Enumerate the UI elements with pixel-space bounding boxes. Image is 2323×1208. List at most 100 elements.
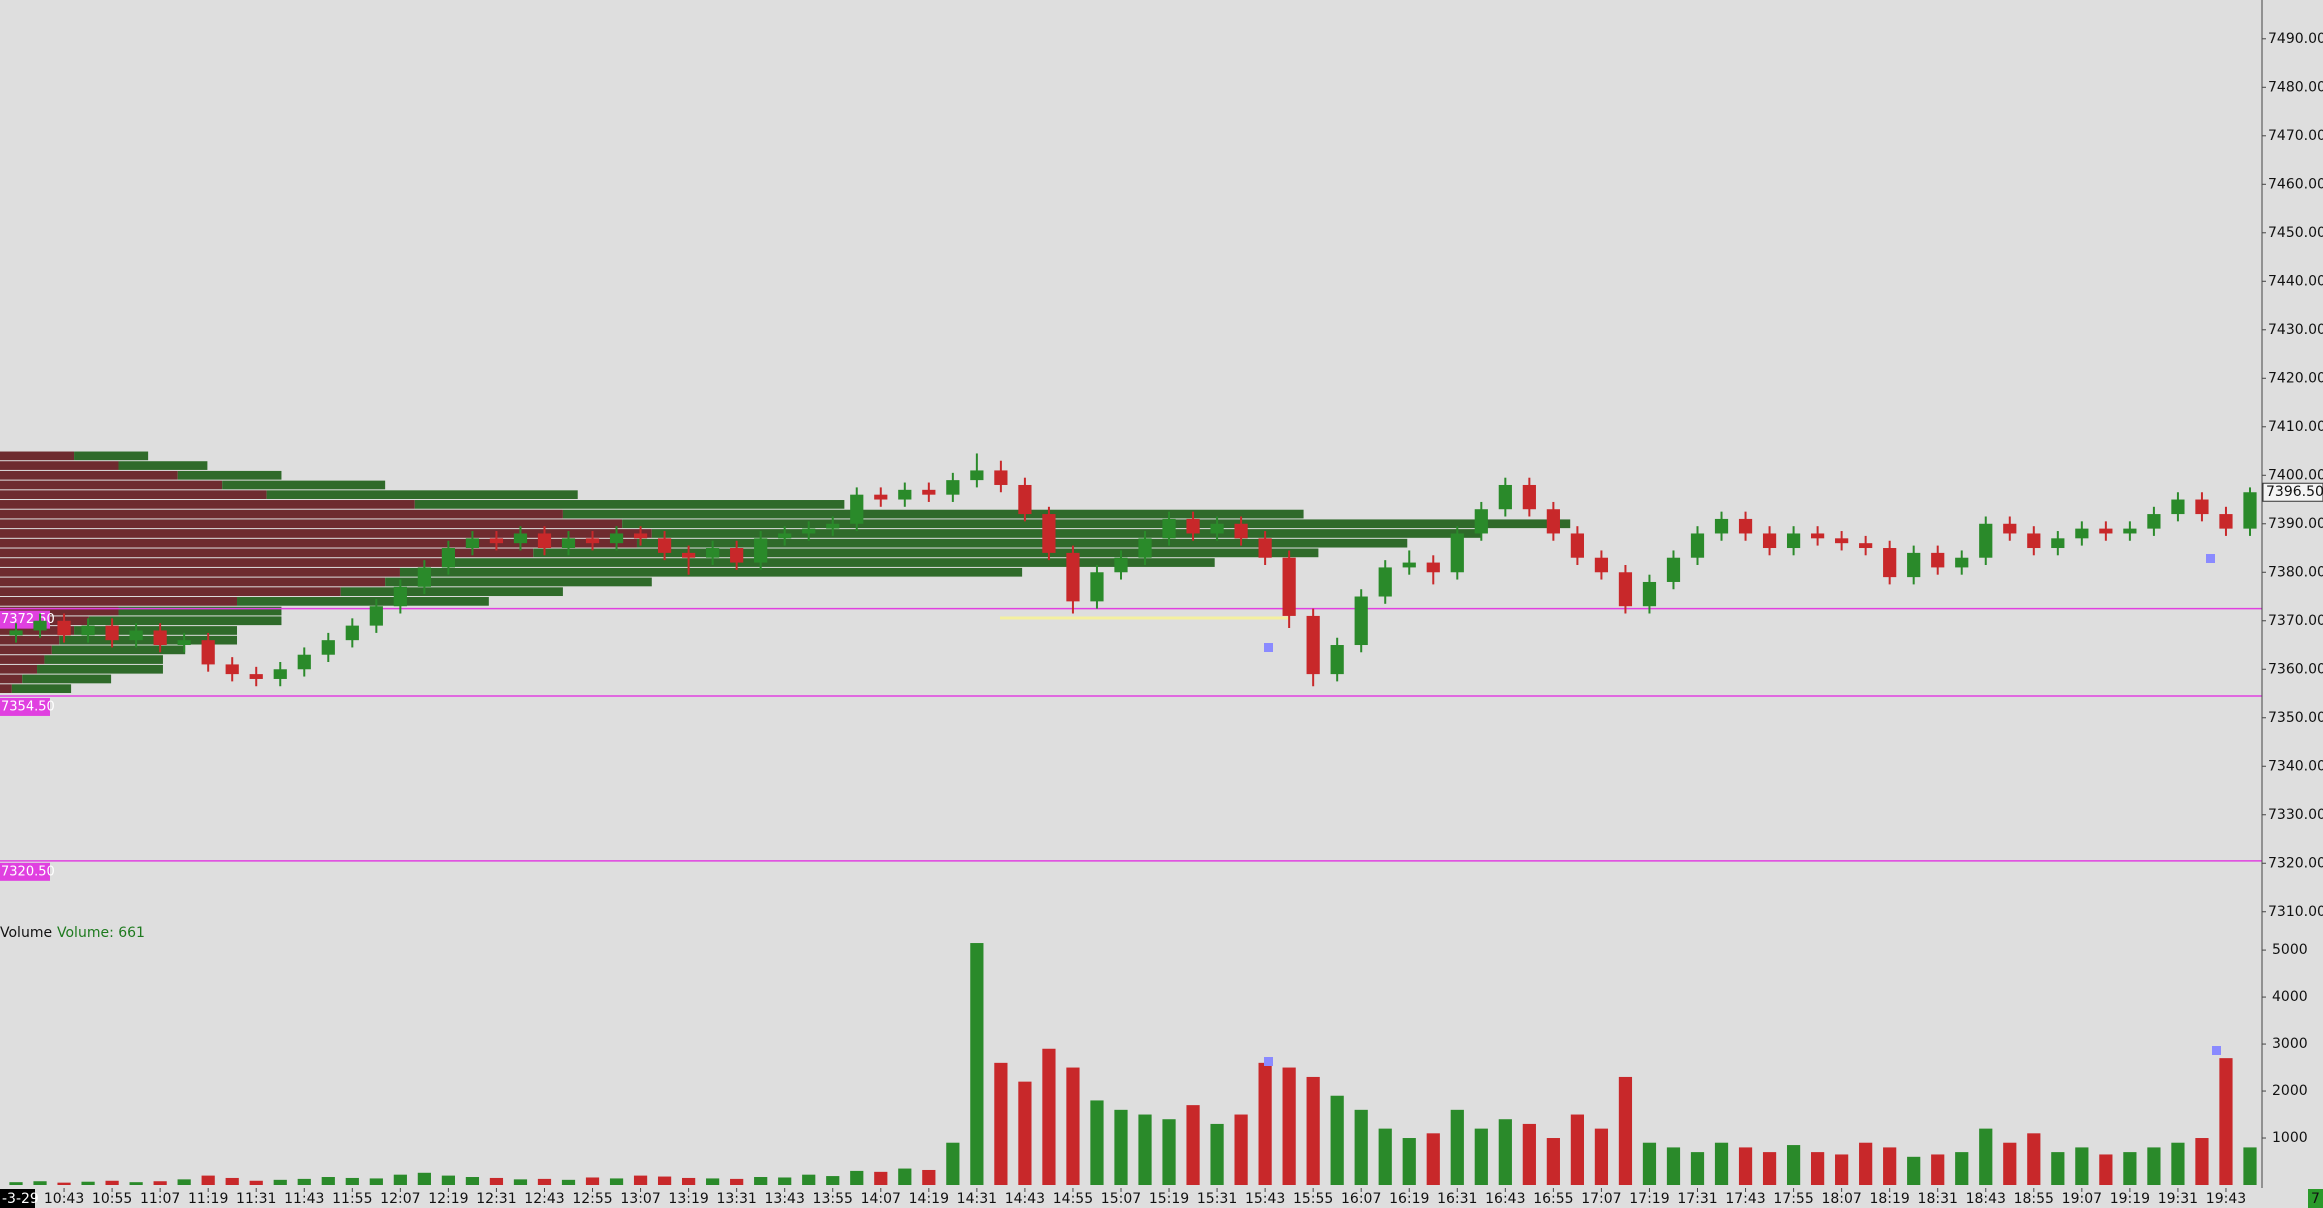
- candle-body: [417, 567, 431, 587]
- x-tick-label: 12:55: [572, 1191, 612, 1207]
- profile-bar: [0, 490, 267, 500]
- candle-body: [1786, 533, 1801, 549]
- x-tick-label: 18:55: [2014, 1191, 2054, 1207]
- x-tick-label: 11:19: [188, 1191, 228, 1207]
- candle-body: [850, 494, 864, 524]
- y-tick-label: 4000: [2272, 989, 2308, 1005]
- candle-body: [1714, 518, 1729, 534]
- x-tick-label: 18:31: [1918, 1191, 1958, 1207]
- x-tick-label: 17:31: [1677, 1191, 1717, 1207]
- volume-bar: [105, 1180, 119, 1185]
- candle-body: [321, 640, 335, 655]
- candle-body: [1931, 552, 1945, 568]
- y-tick-label: 7450.00: [2268, 225, 2323, 241]
- x-tick-label: 14:55: [1053, 1191, 1093, 1207]
- candle-body: [1330, 645, 1344, 675]
- y-tick-label: 7340.00: [2268, 758, 2323, 774]
- profile-bar: [533, 548, 1319, 558]
- x-tick-label: 16:19: [1389, 1191, 1429, 1207]
- corner-box: [2308, 1189, 2323, 1208]
- candle-body: [1642, 581, 1657, 607]
- candle-body: [105, 625, 119, 641]
- volume-bar: [153, 1181, 167, 1185]
- candle-body: [1835, 538, 1849, 544]
- profile-bar: [399, 567, 1023, 577]
- profile-bar: [0, 684, 12, 694]
- profile-bar: [0, 664, 38, 674]
- volume-bar: [1306, 1076, 1320, 1185]
- volume-bar: [1498, 1119, 1512, 1185]
- volume-bar: [1282, 1067, 1296, 1185]
- volume-bar: [177, 1179, 191, 1185]
- candle-body: [754, 538, 768, 563]
- volume-bar: [1642, 1142, 1657, 1185]
- profile-bar: [0, 567, 400, 577]
- candle-body: [2243, 492, 2257, 529]
- profile-bar: [51, 645, 186, 655]
- volume-bar: [1594, 1128, 1609, 1185]
- x-tick-label: 19:31: [2158, 1191, 2198, 1207]
- profile-bar: [59, 635, 238, 645]
- profile-bar: [444, 558, 1215, 567]
- corner-label: 7: [2311, 1191, 2320, 1207]
- x-tick-label: 15:19: [1149, 1191, 1189, 1207]
- x-tick-label: 14:07: [861, 1191, 901, 1207]
- volume-bar: [465, 1177, 480, 1185]
- x-tick-label: 10:43: [44, 1191, 84, 1207]
- volume-bar: [1402, 1138, 1416, 1185]
- volume-bar: [1474, 1128, 1488, 1185]
- profile-bar: [177, 470, 282, 480]
- x-tick-label: 16:43: [1485, 1191, 1525, 1207]
- profile-bar: [22, 674, 112, 684]
- volume-bar: [2003, 1142, 2017, 1185]
- candle-body: [33, 620, 47, 631]
- candle-body: [1426, 562, 1440, 573]
- volume-bar: [417, 1172, 431, 1185]
- x-tick-label: 11:43: [284, 1191, 324, 1207]
- volume-bar: [1666, 1147, 1681, 1185]
- profile-bar: [414, 500, 845, 509]
- volume-bar: [2051, 1152, 2065, 1185]
- candle-body: [922, 489, 936, 495]
- profile-bar: [622, 519, 1571, 529]
- candle-body: [297, 654, 311, 670]
- candle-body: [1210, 523, 1224, 534]
- profile-bar: [0, 529, 652, 538]
- candle-body: [2051, 538, 2065, 549]
- profile-bar: [0, 645, 52, 655]
- profile-bar: [651, 529, 1482, 538]
- volume-bar: [345, 1177, 359, 1185]
- volume-bar: [441, 1175, 456, 1185]
- profile-bar: [385, 577, 652, 587]
- volume-bar: [706, 1178, 720, 1185]
- candle-body: [81, 625, 95, 636]
- profile-bar: [118, 461, 208, 470]
- y-tick-label: 7310.00: [2268, 904, 2323, 920]
- volume-bar: [754, 1177, 768, 1185]
- volume-bar: [2027, 1133, 2041, 1185]
- volume-bar: [1066, 1067, 1080, 1185]
- profile-bar: [118, 606, 282, 616]
- profile-bar: [37, 664, 163, 674]
- volume-bar: [633, 1175, 648, 1185]
- candle-body: [225, 664, 239, 675]
- volume-bar: [321, 1177, 335, 1185]
- candle-body: [1186, 518, 1200, 534]
- time-axis-band: [0, 1188, 2323, 1208]
- volume-bar: [657, 1176, 672, 1185]
- candle-body: [2219, 514, 2233, 529]
- volume-bar: [393, 1174, 407, 1185]
- volume-bar: [946, 1142, 960, 1185]
- x-tick-label: 12:07: [380, 1191, 420, 1207]
- volume-bar: [682, 1177, 696, 1185]
- candle-body: [1114, 557, 1128, 573]
- y-tick-label: 7360.00: [2268, 661, 2323, 677]
- candle-body: [1594, 557, 1609, 573]
- volume-bar: [2195, 1138, 2209, 1185]
- x-tick-label: 19:43: [2206, 1191, 2246, 1207]
- candle-body: [2003, 523, 2017, 534]
- volume-bar: [1018, 1081, 1032, 1185]
- candle-body: [1258, 538, 1272, 558]
- x-tick-label: 12:31: [476, 1191, 516, 1207]
- volume-bar: [201, 1175, 215, 1185]
